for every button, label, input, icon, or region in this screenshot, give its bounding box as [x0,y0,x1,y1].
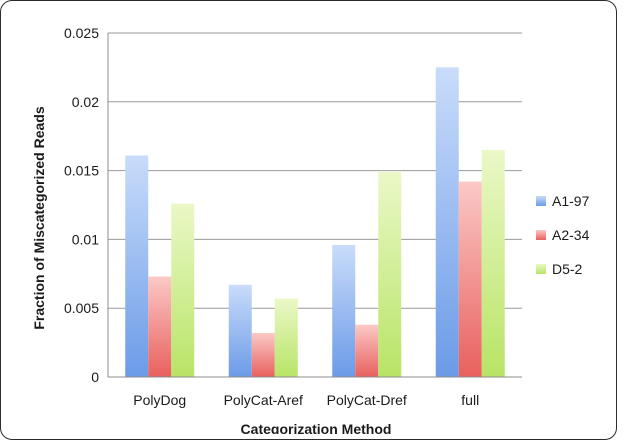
y-tick-labels: 0 0.005 0.01 0.015 0.02 0.025 [64,25,99,385]
y-tick-label: 0.025 [64,25,99,41]
bar-d5-2-polydog [171,203,195,377]
y-axis-label: Fraction of Miscategorized Reads [31,106,47,329]
legend-swatch-a2-34 [536,230,546,240]
legend-label-d5-2: D5-2 [552,261,583,277]
y-tick-label: 0.02 [72,94,99,110]
bar-d5-2-polycat-dref [378,171,402,377]
y-tick-label: 0.005 [64,300,99,316]
legend-label-a2-34: A2-34 [552,227,590,243]
x-tick-labels: PolyDog PolyCat-Aref PolyCat-Dref full [133,392,479,408]
y-tick-label: 0 [91,369,99,385]
bar-d5-2-full [481,149,505,377]
bar-a1-97-polycat-dref [332,244,356,377]
x-axis-label: Categorization Method [241,421,392,434]
x-tick-label: PolyCat-Dref [327,392,407,408]
bar-a1-97-full [435,67,459,378]
x-tick-label: full [461,392,479,408]
y-tick-label: 0.015 [64,163,99,179]
bar-a1-97-polydog [125,155,149,377]
bar-a2-34-full [458,181,482,377]
bar-d5-2-polycat-aref [274,298,298,377]
legend-swatch-a1-97 [536,196,546,206]
legend: A1-97 A2-34 D5-2 [536,193,590,277]
bar-a2-34-polycat-dref [355,324,379,377]
bar-a2-34-polydog [148,276,172,377]
legend-swatch-d5-2 [536,264,546,274]
legend-label-a1-97: A1-97 [552,193,590,209]
x-tick-label: PolyCat-Aref [224,392,303,408]
bar-a1-97-polycat-aref [228,284,252,377]
x-tick-label: PolyDog [133,392,186,408]
axes [107,33,522,378]
y-tick-label: 0.01 [72,231,99,247]
bar-a2-34-polycat-aref [251,332,275,377]
bars [125,67,505,378]
